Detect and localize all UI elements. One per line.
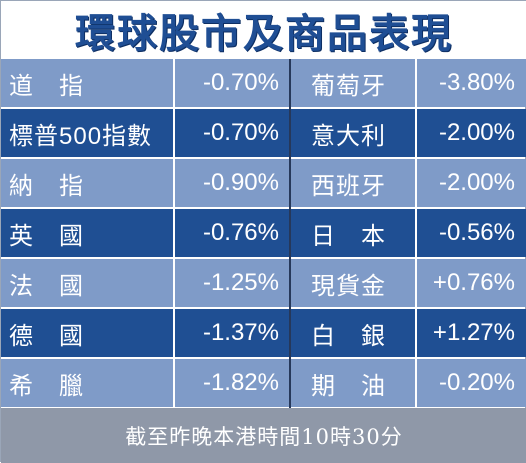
left-market-change: -1.82% bbox=[175, 359, 289, 407]
right-market-change: -0.20% bbox=[417, 359, 526, 407]
right-market-name: 白 銀 bbox=[291, 309, 415, 357]
left-market-change: -1.37% bbox=[175, 309, 289, 357]
column-divider bbox=[289, 59, 291, 408]
right-market-change: -0.56% bbox=[417, 209, 526, 257]
left-market-name: 納 指 bbox=[1, 159, 173, 207]
right-market-change: -2.00% bbox=[417, 159, 526, 207]
timestamp-footer: 截至昨晚本港時間10時30分 bbox=[1, 408, 526, 463]
left-market-change: -0.90% bbox=[175, 159, 289, 207]
right-market-name: 期 油 bbox=[291, 359, 415, 407]
performance-table: 道 指 -0.70% 葡萄牙 -3.80% 標普500指數 -0.70% 意大利… bbox=[1, 59, 526, 408]
left-market-change: -0.76% bbox=[175, 209, 289, 257]
left-market-change: -0.70% bbox=[175, 109, 289, 157]
right-market-name: 現貨金 bbox=[291, 259, 415, 307]
right-market-name: 西班牙 bbox=[291, 159, 415, 207]
right-market-name: 葡萄牙 bbox=[291, 59, 415, 107]
right-market-change: -2.00% bbox=[417, 109, 526, 157]
left-market-name: 標普500指數 bbox=[1, 109, 173, 157]
right-market-change: +1.27% bbox=[417, 309, 526, 357]
table-row: 希 臘 -1.82% 期 油 -0.20% bbox=[1, 359, 526, 407]
left-market-change: -0.70% bbox=[175, 59, 289, 107]
table-row: 德 國 -1.37% 白 銀 +1.27% bbox=[1, 309, 526, 357]
table-row: 納 指 -0.90% 西班牙 -2.00% bbox=[1, 159, 526, 207]
table-row: 法 國 -1.25% 現貨金 +0.76% bbox=[1, 259, 526, 307]
left-market-name: 道 指 bbox=[1, 59, 173, 107]
page-title: 環球股市及商品表現 bbox=[1, 1, 526, 59]
left-market-name: 希 臘 bbox=[1, 359, 173, 407]
right-market-change: +0.76% bbox=[417, 259, 526, 307]
table-row: 道 指 -0.70% 葡萄牙 -3.80% bbox=[1, 59, 526, 107]
table-row: 標普500指數 -0.70% 意大利 -2.00% bbox=[1, 109, 526, 157]
right-market-change: -3.80% bbox=[417, 59, 526, 107]
right-market-name: 日 本 bbox=[291, 209, 415, 257]
left-market-change: -1.25% bbox=[175, 259, 289, 307]
table-row: 英 國 -0.76% 日 本 -0.56% bbox=[1, 209, 526, 257]
left-market-name: 英 國 bbox=[1, 209, 173, 257]
left-market-name: 法 國 bbox=[1, 259, 173, 307]
left-market-name: 德 國 bbox=[1, 309, 173, 357]
right-market-name: 意大利 bbox=[291, 109, 415, 157]
